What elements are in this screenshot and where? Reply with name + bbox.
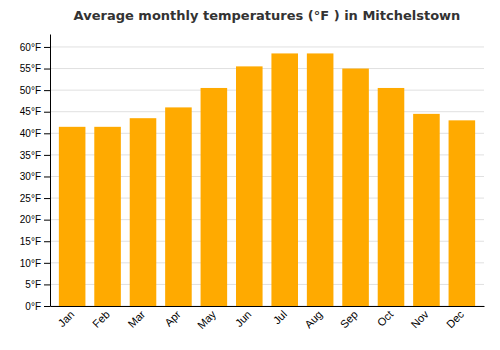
bar	[378, 88, 405, 306]
y-tick-mark	[44, 69, 50, 70]
x-tick-label: Jan	[55, 308, 76, 329]
y-tick: 30°F	[20, 171, 50, 182]
bar	[59, 127, 86, 306]
x-tick-label: Feb	[90, 308, 112, 330]
y-tick-label: 25°F	[20, 193, 41, 204]
y-tick-label: 0°F	[25, 301, 41, 312]
x-tick: Mar	[125, 308, 147, 330]
x-tick-label: Dec	[444, 308, 467, 331]
x-tick: Nov	[408, 308, 431, 331]
y-tick-label: 40°F	[20, 128, 41, 139]
plot-area	[59, 53, 475, 306]
y-tick-mark	[44, 155, 50, 156]
x-tick-label: Jun	[233, 308, 254, 329]
bar	[94, 127, 121, 306]
x-tick: Apr	[162, 308, 183, 329]
y-tick: 25°F	[20, 193, 50, 204]
grid-line	[50, 111, 484, 112]
y-tick-mark	[44, 133, 50, 134]
y-tick: 35°F	[20, 150, 50, 161]
y-tick-label: 45°F	[20, 106, 41, 117]
y-tick: 0°F	[25, 301, 50, 312]
x-tick: Aug	[302, 308, 324, 330]
y-tick-label: 60°F	[20, 42, 41, 53]
x-tick: Jul	[271, 308, 289, 326]
bar	[165, 107, 192, 306]
x-tick-label: Aug	[302, 308, 324, 330]
bar	[201, 88, 228, 306]
y-tick-mark	[44, 220, 50, 221]
x-tick-label: Apr	[162, 308, 183, 329]
bar	[236, 66, 263, 306]
bar	[271, 53, 298, 306]
y-tick-mark	[44, 112, 50, 113]
y-tick: 5°F	[25, 279, 50, 290]
y-tick-mark	[44, 176, 50, 177]
y-tick-mark	[44, 284, 50, 285]
x-tick-label: Nov	[408, 308, 431, 331]
y-tick-label: 35°F	[20, 150, 41, 161]
bar	[413, 114, 440, 306]
y-tick: 60°F	[20, 42, 50, 53]
y-tick-mark	[44, 198, 50, 199]
y-tick-label: 55°F	[20, 63, 41, 74]
y-tick-mark	[44, 241, 50, 242]
bar	[449, 120, 476, 306]
y-tick-label: 30°F	[20, 171, 41, 182]
bar	[130, 118, 157, 306]
y-axis-line	[50, 35, 51, 307]
x-tick: Jun	[233, 308, 254, 329]
y-tick-mark	[44, 263, 50, 264]
grid-line	[50, 90, 484, 91]
grid	[50, 47, 484, 306]
y-tick-label: 20°F	[20, 214, 41, 225]
x-tick: Sep	[338, 308, 360, 330]
y-tick: 10°F	[20, 258, 50, 269]
grid-line	[50, 68, 484, 69]
y-tick: 50°F	[20, 85, 50, 96]
bar	[307, 53, 334, 306]
y-tick-mark	[44, 306, 50, 307]
x-tick: May	[195, 308, 219, 332]
x-tick-label: May	[195, 308, 219, 332]
x-tick-label: Oct	[375, 308, 396, 329]
title: Average monthly temperatures (°F ) in Mi…	[74, 8, 461, 23]
y-tick-label: 15°F	[20, 236, 41, 247]
chart: Jan Feb Mar Apr May Jun Jul Aug Sep Oct Nov Dec 0°F 5…	[0, 0, 500, 350]
x-tick-label: Sep	[338, 308, 360, 330]
bar	[342, 69, 369, 306]
x-tick: Feb	[90, 308, 112, 330]
y-axis: 0°F 5°F 10°F 15°F 20°F 25°F 30°F 35°F 40°F 45°F 50…	[20, 35, 51, 312]
x-axis: Jan Feb Mar Apr May Jun Jul Aug Sep Oct Nov Dec	[51, 307, 485, 332]
y-tick: 55°F	[20, 63, 50, 74]
grid-line	[50, 46, 484, 47]
x-tick: Oct	[375, 308, 396, 329]
x-tick: Dec	[444, 308, 467, 331]
x-tick: Jan	[55, 308, 76, 329]
y-tick-mark	[44, 47, 50, 48]
y-tick-label: 5°F	[25, 279, 41, 290]
y-tick-label: 10°F	[20, 258, 41, 269]
y-tick: 45°F	[20, 106, 50, 117]
x-tick-label: Mar	[125, 308, 147, 330]
x-tick-label: Jul	[271, 308, 289, 326]
y-tick-mark	[44, 90, 50, 91]
x-axis-line	[51, 306, 485, 307]
y-tick-label: 50°F	[20, 85, 41, 96]
y-tick: 15°F	[20, 236, 50, 247]
y-tick: 20°F	[20, 214, 50, 225]
y-tick: 40°F	[20, 128, 50, 139]
